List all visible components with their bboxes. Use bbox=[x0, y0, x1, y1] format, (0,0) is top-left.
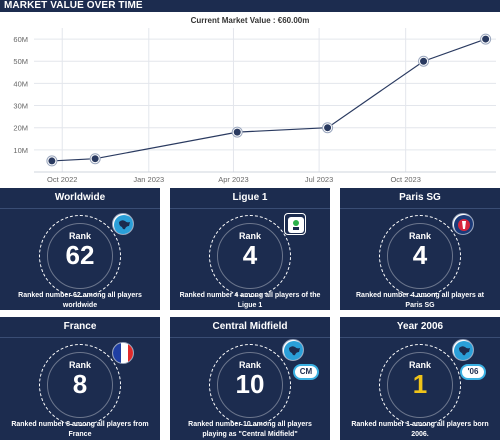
rank-label: Rank bbox=[68, 360, 91, 370]
card-description: Ranked number 62 among all players world… bbox=[18, 292, 142, 309]
x-tick-label: Oct 2022 bbox=[47, 175, 77, 184]
y-tick-label: 20M bbox=[13, 124, 28, 133]
rank-ring bbox=[209, 344, 291, 426]
market-value-chart: Current Market Value : €60.00m 10M 20M 30M 4… bbox=[0, 12, 500, 188]
rank-value: 10 bbox=[235, 369, 265, 399]
card-description: Ranked number 4 among all players of the… bbox=[179, 292, 321, 309]
rank-ring bbox=[209, 215, 291, 297]
rank-label: Rank bbox=[68, 231, 91, 241]
data-point bbox=[482, 35, 490, 43]
y-tick-label: 10M bbox=[13, 146, 28, 155]
france-flag-icon bbox=[112, 342, 134, 364]
card-title: Central Midfield bbox=[212, 321, 288, 332]
rank-label: Rank bbox=[408, 231, 431, 241]
divider bbox=[170, 337, 330, 338]
rankings-grid: Worldwide Rank 62 Ranked number 62 among… bbox=[0, 188, 500, 440]
rank-ring bbox=[39, 215, 121, 297]
card-france[interactable]: France Rank 8 Ranked number 8 among all … bbox=[0, 317, 160, 440]
y-tick-label: 60M bbox=[13, 35, 28, 44]
rank-ring bbox=[379, 215, 461, 297]
y-tick-label: 40M bbox=[13, 79, 28, 88]
rank-value: 4 bbox=[242, 240, 258, 270]
globe-icon bbox=[452, 339, 474, 361]
card-description: Ranked number 1 among all players born 2… bbox=[351, 421, 489, 438]
x-tick-label: Oct 2023 bbox=[390, 175, 420, 184]
data-point bbox=[233, 128, 241, 136]
data-point bbox=[420, 57, 428, 65]
data-point bbox=[48, 157, 56, 165]
card-title: Ligue 1 bbox=[232, 192, 268, 203]
ligue1-logo-icon bbox=[284, 213, 306, 235]
card-description: Ranked number 10 among all players playi… bbox=[188, 421, 312, 438]
card-title: France bbox=[63, 321, 97, 332]
x-tick-label: Apr 2023 bbox=[218, 175, 248, 184]
card-title: Paris SG bbox=[399, 192, 441, 203]
y-tick-label: 30M bbox=[13, 102, 28, 111]
card-ligue1[interactable]: Ligue 1 Rank 4 Ranked number 4 among all… bbox=[170, 188, 330, 310]
divider bbox=[0, 208, 160, 209]
card-description: Ranked number 4 among all players at Par… bbox=[356, 292, 484, 309]
divider bbox=[170, 208, 330, 209]
card-paris-sg[interactable]: Paris SG Rank 4 Ranked number 4 among al… bbox=[340, 188, 500, 310]
rank-value: 8 bbox=[72, 369, 88, 399]
y-tick-label: 50M bbox=[13, 57, 28, 66]
rank-ring bbox=[39, 344, 121, 426]
rank-value: 1 bbox=[412, 369, 428, 399]
card-year-2006[interactable]: Year 2006 Rank 1 '06 Ranked number 1 amo… bbox=[340, 317, 500, 440]
psg-crest-icon bbox=[452, 213, 474, 235]
rank-label: Rank bbox=[408, 360, 431, 370]
rank-label: Rank bbox=[238, 360, 261, 370]
x-tick-label: Jul 2023 bbox=[305, 175, 333, 184]
rank-label: Rank bbox=[238, 231, 261, 241]
globe-icon bbox=[282, 339, 304, 361]
x-tick-label: Jan 2023 bbox=[133, 175, 164, 184]
data-point bbox=[91, 155, 99, 163]
series-line bbox=[51, 38, 486, 162]
position-pill: CM bbox=[293, 364, 319, 380]
globe-icon bbox=[112, 213, 134, 235]
rank-ring bbox=[379, 344, 461, 426]
rank-value: 4 bbox=[412, 240, 428, 270]
card-worldwide[interactable]: Worldwide Rank 62 Ranked number 62 among… bbox=[0, 188, 160, 310]
rank-value: 62 bbox=[65, 240, 95, 270]
birth-year-pill: '06 bbox=[460, 364, 486, 380]
chart-title: Current Market Value : €60.00m bbox=[191, 16, 310, 25]
card-central-midfield[interactable]: Central Midfield Rank 10 CM Ranked numbe… bbox=[170, 317, 330, 440]
card-description: Ranked number 8 among all players from F… bbox=[11, 421, 149, 438]
card-title: Worldwide bbox=[54, 192, 106, 203]
divider bbox=[0, 337, 160, 338]
divider bbox=[340, 337, 500, 338]
divider bbox=[340, 208, 500, 209]
data-point bbox=[324, 124, 332, 132]
section-header: MARKET VALUE OVER TIME bbox=[0, 0, 500, 12]
chart-svg: Current Market Value : €60.00m 10M 20M 30M 4… bbox=[13, 16, 496, 184]
card-title: Year 2006 bbox=[396, 321, 444, 332]
